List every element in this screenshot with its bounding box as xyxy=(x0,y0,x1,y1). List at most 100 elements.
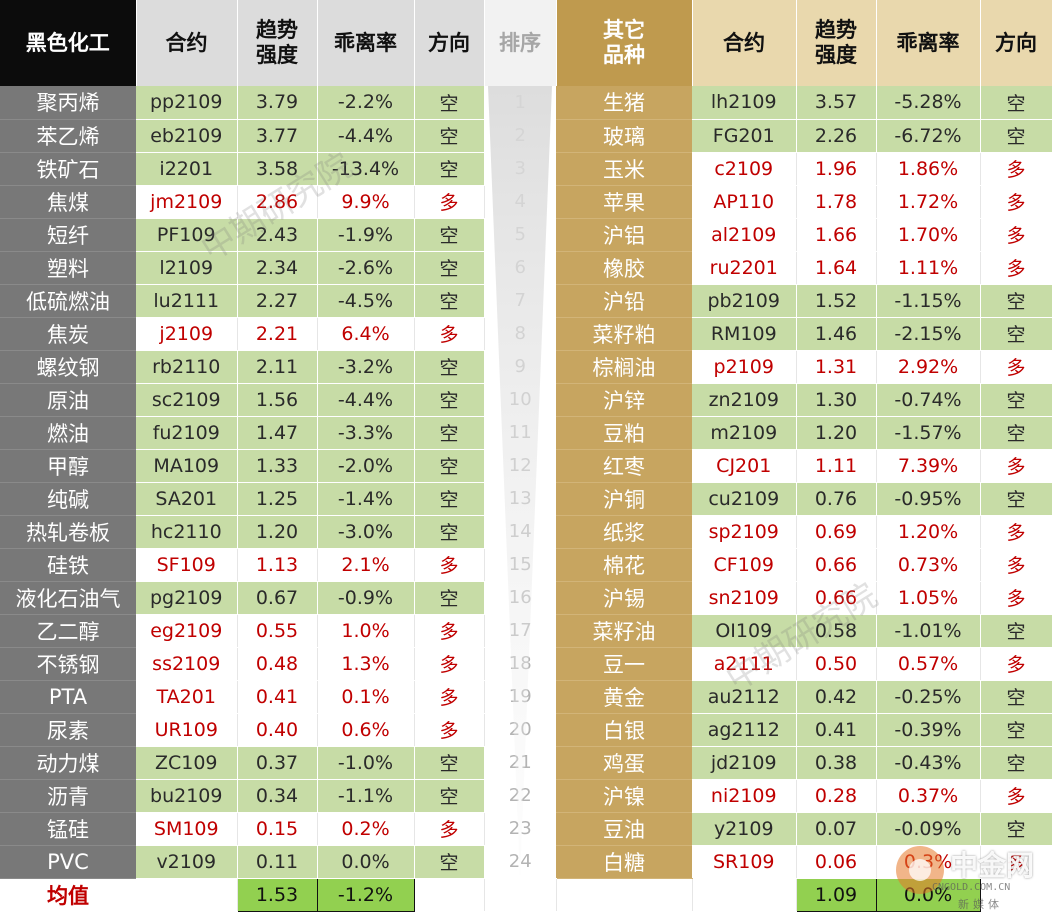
rank-number: 21 xyxy=(484,746,556,780)
left-deviation-cell: 9.9% xyxy=(317,185,415,219)
left-variety-name: 螺纹钢 xyxy=(0,350,136,384)
left-contract-cell: fu2109 xyxy=(136,416,238,450)
left-variety-name: 燃油 xyxy=(0,416,136,450)
rank-number: 9 xyxy=(484,350,556,384)
left-variety-name: PTA xyxy=(0,680,136,714)
rank-number: 10 xyxy=(484,383,556,417)
left-deviation-cell: -3.0% xyxy=(317,515,415,549)
left-variety-name: 尿素 xyxy=(0,713,136,747)
right-variety-name: 棕榈油 xyxy=(556,350,692,384)
right-strength-cell: 2.26 xyxy=(796,119,877,153)
left-contract-cell: PF109 xyxy=(136,218,238,252)
right-direction-cell: 多 xyxy=(980,152,1052,186)
left-direction-cell: 多 xyxy=(414,647,485,681)
right-strength-cell: 0.69 xyxy=(796,515,877,549)
right-strength-cell: 0.38 xyxy=(796,746,877,780)
rank-number: 13 xyxy=(484,482,556,516)
left-contract-cell: SF109 xyxy=(136,548,238,582)
left-direction-cell: 空 xyxy=(414,152,485,186)
left-strength-cell: 0.40 xyxy=(237,713,318,747)
table-row: 原油 sc2109 1.56 -4.4% 空 10 沪锌 zn2109 1.30 -0.74% 空 xyxy=(0,383,1052,417)
right-deviation-cell: -1.15% xyxy=(876,284,981,318)
right-deviation-cell: -0.43% xyxy=(876,746,981,780)
left-deviation-cell: -2.0% xyxy=(317,449,415,483)
left-variety-name: 热轧卷板 xyxy=(0,515,136,549)
left-direction-cell: 空 xyxy=(414,746,485,780)
left-variety-name: 焦煤 xyxy=(0,185,136,219)
left-contract-cell: ZC109 xyxy=(136,746,238,780)
rank-number: 20 xyxy=(484,713,556,747)
right-variety-name: 鸡蛋 xyxy=(556,746,692,780)
left-direction-cell: 多 xyxy=(414,185,485,219)
right-direction-cell: 多 xyxy=(980,548,1052,582)
left-variety-name: PVC xyxy=(0,845,136,879)
right-strength-cell: 1.52 xyxy=(796,284,877,318)
right-variety-name: 沪锌 xyxy=(556,383,692,417)
right-contract-cell: SR109 xyxy=(692,845,797,879)
right-direction-cell: 空 xyxy=(980,86,1052,120)
table-row: 不锈钢 ss2109 0.48 1.3% 多 18 豆一 a2111 0.50 0.57% 多 xyxy=(0,647,1052,681)
right-contract-cell: p2109 xyxy=(692,350,797,384)
right-strength-cell: 0.58 xyxy=(796,614,877,648)
right-contract-cell: RM109 xyxy=(692,317,797,351)
left-contract-cell: hc2110 xyxy=(136,515,238,549)
right-contract-cell: au2112 xyxy=(692,680,797,714)
left-strength-cell: 2.34 xyxy=(237,251,318,285)
header-direction-left: 方向 xyxy=(414,0,485,86)
right-variety-name: 沪铜 xyxy=(556,482,692,516)
right-contract-cell: zn2109 xyxy=(692,383,797,417)
right-deviation-cell: -5.28% xyxy=(876,86,981,120)
right-strength-cell: 1.20 xyxy=(796,416,877,450)
left-direction-cell: 空 xyxy=(414,779,485,813)
left-contract-cell: ss2109 xyxy=(136,647,238,681)
left-variety-name: 乙二醇 xyxy=(0,614,136,648)
right-variety-name: 玉米 xyxy=(556,152,692,186)
right-deviation-cell: -1.57% xyxy=(876,416,981,450)
right-variety-name: 菜籽粕 xyxy=(556,317,692,351)
rank-number: 16 xyxy=(484,581,556,615)
left-direction-cell: 空 xyxy=(414,119,485,153)
right-variety-name: 生猪 xyxy=(556,86,692,120)
table-row: 短纤 PF109 2.43 -1.9% 空 5 沪铝 al2109 1.66 1.70% 多 xyxy=(0,218,1052,252)
left-deviation-cell: 1.0% xyxy=(317,614,415,648)
rank-number: 14 xyxy=(484,515,556,549)
right-direction-cell: 多 xyxy=(980,218,1052,252)
left-deviation-cell: -1.1% xyxy=(317,779,415,813)
right-deviation-cell: -0.25% xyxy=(876,680,981,714)
header-rank: 排序 xyxy=(484,0,557,86)
left-variety-name: 铁矿石 xyxy=(0,152,136,186)
average-left-deviation: -1.2% xyxy=(316,877,415,912)
table-row: PVC v2109 0.11 0.0% 空 24 白糖 SR109 0.06 0.3% 多 xyxy=(0,845,1052,879)
left-variety-name: 焦炭 xyxy=(0,317,136,351)
left-contract-cell: i2201 xyxy=(136,152,238,186)
rank-number: 11 xyxy=(484,416,556,450)
left-deviation-cell: -1.9% xyxy=(317,218,415,252)
right-deviation-cell: -2.15% xyxy=(876,317,981,351)
left-deviation-cell: 6.4% xyxy=(317,317,415,351)
right-direction-cell: 多 xyxy=(980,515,1052,549)
left-strength-cell: 2.43 xyxy=(237,218,318,252)
right-deviation-cell: 1.86% xyxy=(876,152,981,186)
average-label: 均值 xyxy=(0,877,136,912)
rank-number: 4 xyxy=(484,185,556,219)
right-contract-cell: jd2109 xyxy=(692,746,797,780)
left-deviation-cell: 0.1% xyxy=(317,680,415,714)
rank-number: 3 xyxy=(484,152,556,186)
header-row: 黑色化工 合约 趋势 强度 乖离率 方向 排序 其它 品种 合约 趋势 强度 乖… xyxy=(0,0,1052,86)
average-empty-cell xyxy=(692,877,797,912)
right-variety-name: 白银 xyxy=(556,713,692,747)
rank-number: 7 xyxy=(484,284,556,318)
left-direction-cell: 多 xyxy=(414,680,485,714)
right-deviation-cell: -0.39% xyxy=(876,713,981,747)
header-left-group: 黑色化工 xyxy=(0,0,137,86)
table-row: 燃油 fu2109 1.47 -3.3% 空 11 豆粕 m2109 1.20 -1.57% 空 xyxy=(0,416,1052,450)
left-strength-cell: 1.20 xyxy=(237,515,318,549)
right-direction-cell: 空 xyxy=(980,614,1052,648)
right-variety-name: 棉花 xyxy=(556,548,692,582)
right-variety-name: 豆油 xyxy=(556,812,692,846)
right-strength-cell: 1.46 xyxy=(796,317,877,351)
right-direction-cell: 空 xyxy=(980,680,1052,714)
table-row: 乙二醇 eg2109 0.55 1.0% 多 17 菜籽油 OI109 0.58 -1.01% 空 xyxy=(0,614,1052,648)
left-variety-name: 短纤 xyxy=(0,218,136,252)
